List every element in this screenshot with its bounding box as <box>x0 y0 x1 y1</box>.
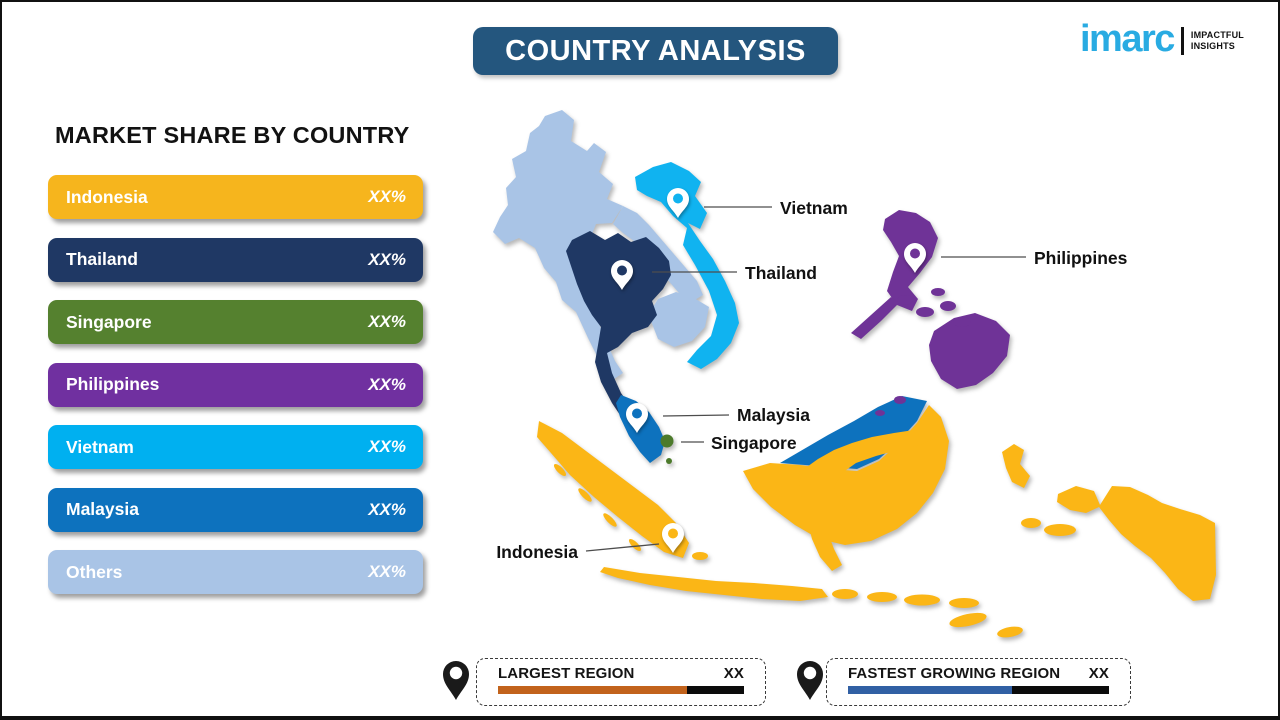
row-value: XX% <box>368 374 406 394</box>
thailand-pin-icon <box>611 260 633 290</box>
fastest-growing-bar <box>848 686 1109 694</box>
market-share-heading: MARKET SHARE BY COUNTRY <box>55 122 410 148</box>
map-region-thailand <box>566 231 671 445</box>
row-label: Singapore <box>66 311 152 332</box>
market-share-panel: MARKET SHARE BY COUNTRY Indonesia XX% Th… <box>48 122 423 613</box>
map-marker-singapore <box>660 434 674 464</box>
map-region-cambodia <box>651 292 709 347</box>
map-region-philippines <box>851 210 1010 416</box>
page-title: COUNTRY ANALYSIS <box>505 34 806 67</box>
fastest-growing-label: FASTEST GROWING REGION <box>848 665 1061 682</box>
island-sulawesi <box>799 427 938 571</box>
island-java <box>600 567 828 601</box>
row-value: XX% <box>368 562 406 581</box>
map-region-indonesia <box>537 405 1216 638</box>
row-label: Others <box>66 561 123 582</box>
row-value: XX% <box>368 187 406 206</box>
map-label-philippines: Philippines <box>1034 248 1128 268</box>
logo-divider <box>1180 27 1184 55</box>
largest-region-bar <box>498 686 744 694</box>
market-share-row-malaysia: Malaysia XX% <box>48 487 423 532</box>
row-value: XX% <box>368 499 406 519</box>
leader-line-malaysia <box>662 414 730 417</box>
row-label: Philippines <box>66 374 160 394</box>
island-halmahera <box>1002 444 1030 488</box>
market-share-row-vietnam: Vietnam XX% <box>48 425 423 469</box>
market-share-row-others: Others XX% <box>48 550 423 594</box>
map-label-malaysia: Malaysia <box>737 405 810 425</box>
southeast-asia-map: Vietnam Thailand Philippines Malaysia Si… <box>493 110 1216 638</box>
indonesia-pin-icon <box>662 523 684 553</box>
market-share-row-indonesia: Indonesia XX% <box>48 175 423 219</box>
market-share-row-singapore: Singapore XX% <box>48 300 423 344</box>
fastest-growing-pin-icon <box>797 661 823 700</box>
island-palawan <box>851 297 899 339</box>
map-label-vietnam: Vietnam <box>780 198 848 218</box>
island-papua <box>1057 486 1216 601</box>
leader-line-indonesia <box>585 543 660 552</box>
malaysia-pin-icon <box>626 403 648 433</box>
largest-region-value: XX <box>723 665 744 682</box>
map-label-indonesia: Indonesia <box>496 542 578 562</box>
largest-region-pin-icon <box>443 661 469 700</box>
market-share-row-thailand: Thailand XX% <box>48 237 423 282</box>
island-kalimantan <box>743 405 949 545</box>
market-share-row-philippines: Philippines XX% <box>48 362 423 407</box>
imarc-logo: imarc IMPACTFUL INSIGHTS <box>1080 20 1244 62</box>
largest-region-label: LARGEST REGION <box>498 665 635 682</box>
logo-tagline: IMPACTFUL INSIGHTS <box>1190 29 1244 51</box>
imarc-logo-text: imarc <box>1079 18 1175 60</box>
fastest-growing-legend: FASTEST GROWING REGION XX <box>826 658 1131 706</box>
row-label: Indonesia <box>66 186 148 207</box>
row-value: XX% <box>368 437 406 456</box>
philippines-pin-icon <box>904 243 926 273</box>
row-value: XX% <box>368 312 406 331</box>
island-sumatra <box>537 421 689 558</box>
largest-region-legend: LARGEST REGION XX <box>476 658 766 706</box>
map-label-thailand: Thailand <box>745 263 817 283</box>
vietnam-pin-icon <box>667 188 689 218</box>
row-label: Malaysia <box>66 499 139 519</box>
row-value: XX% <box>368 249 406 269</box>
title-banner: COUNTRY ANALYSIS <box>473 27 838 75</box>
row-label: Thailand <box>66 249 138 269</box>
row-label: Vietnam <box>66 436 134 457</box>
singapore-dot <box>660 434 674 448</box>
fastest-growing-value: XX <box>1088 665 1109 682</box>
island-mindanao <box>929 313 1010 389</box>
map-label-singapore: Singapore <box>711 433 797 453</box>
